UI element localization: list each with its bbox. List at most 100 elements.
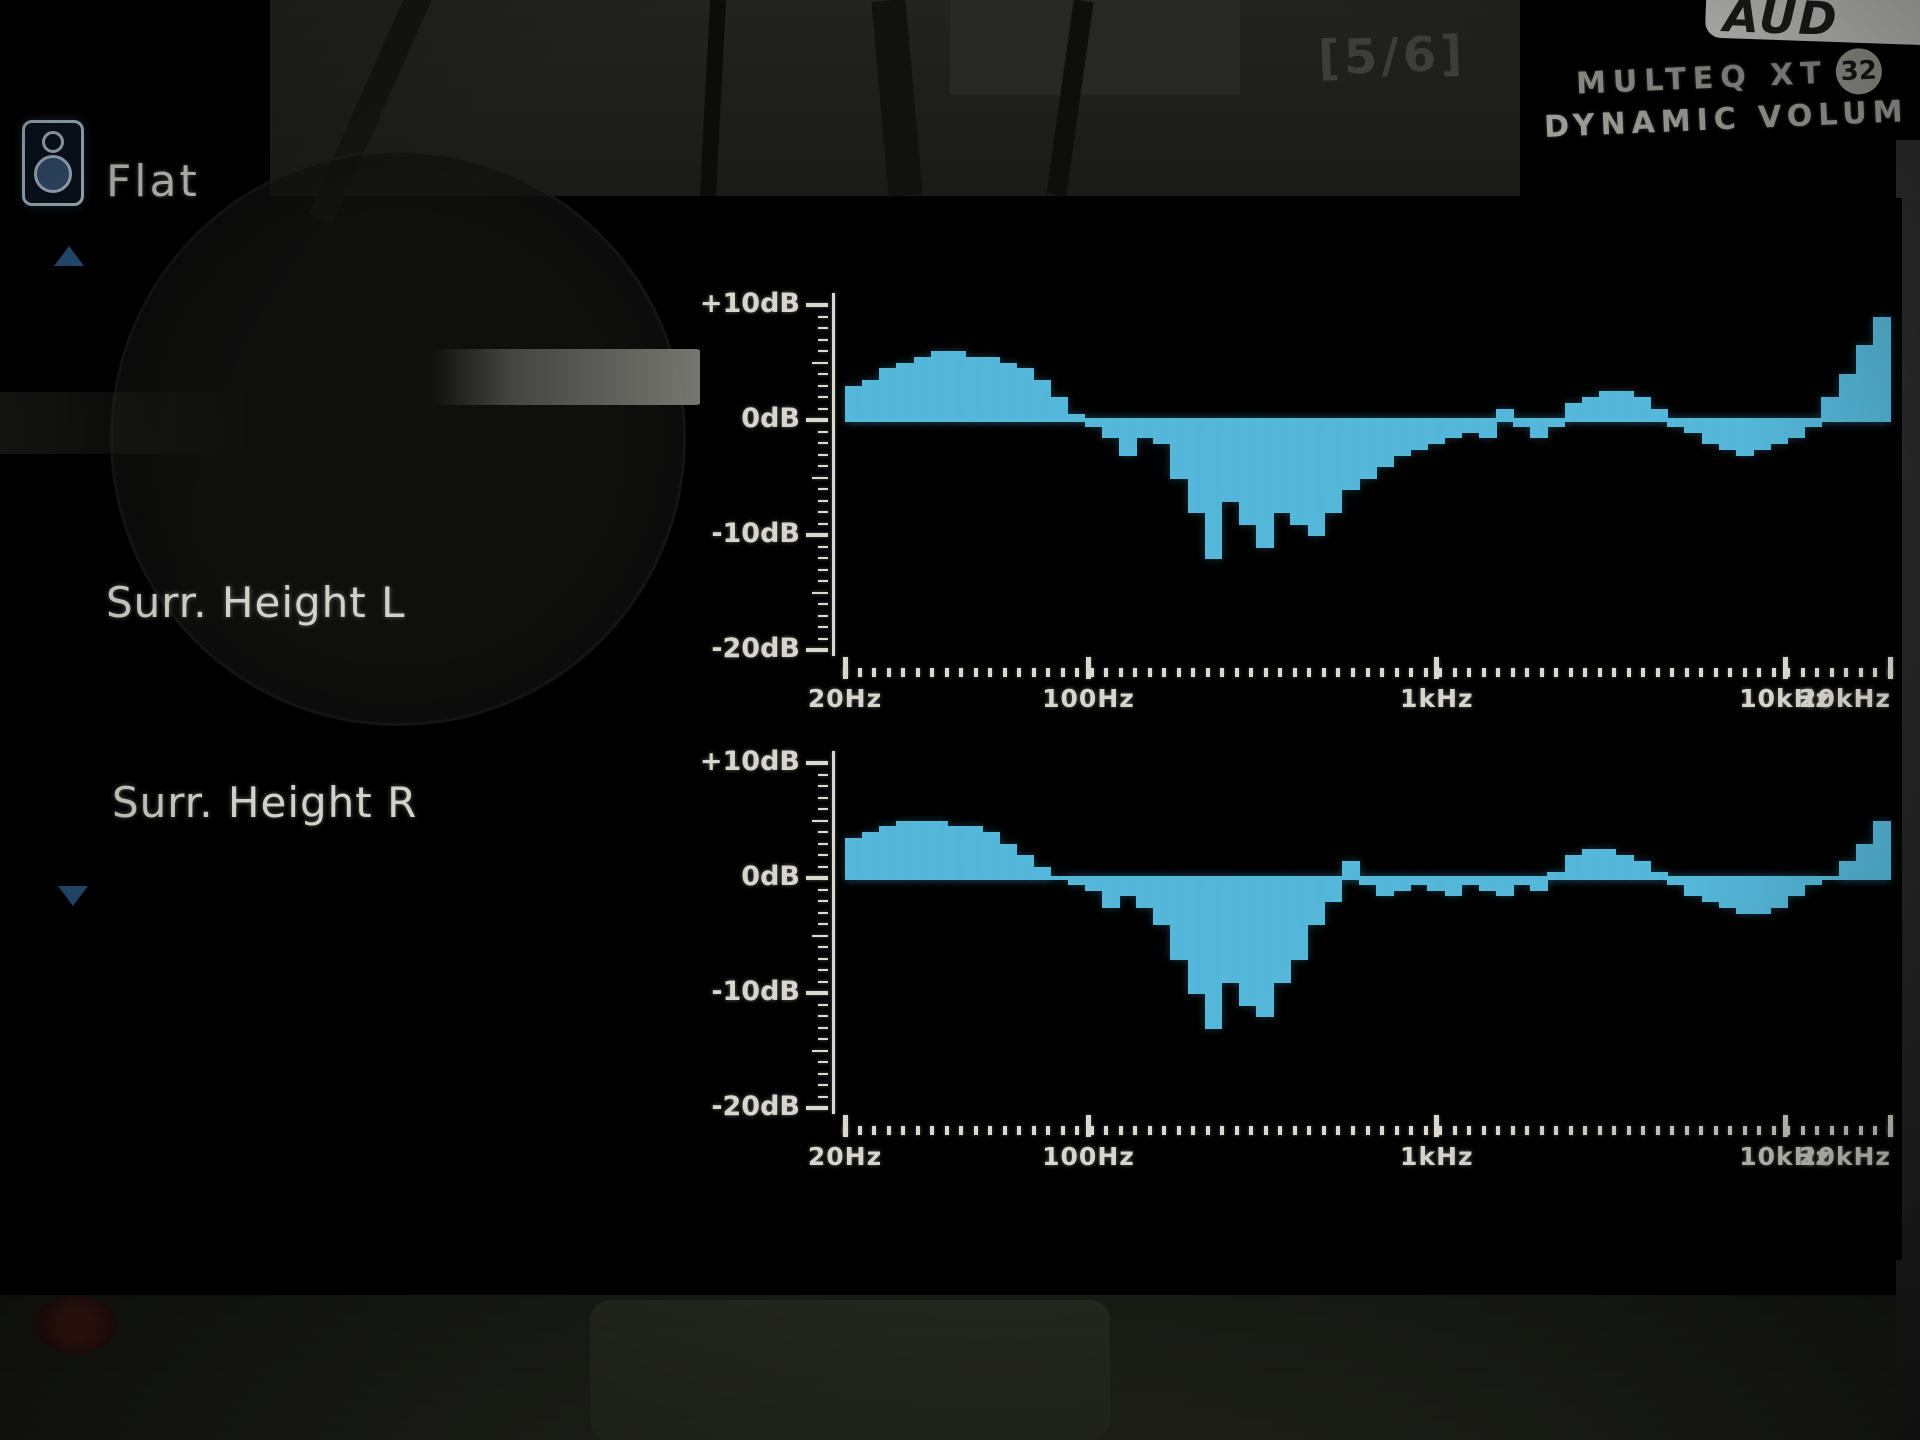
eq-curve-bar bbox=[1033, 866, 1052, 880]
y-axis-tick bbox=[818, 980, 828, 983]
x-axis-minor-tick bbox=[1176, 1126, 1181, 1135]
x-axis-minor-tick bbox=[1597, 1126, 1602, 1135]
x-axis-minor-tick bbox=[1525, 1126, 1530, 1135]
y-axis-tick bbox=[818, 842, 828, 845]
x-axis-minor-tick bbox=[1263, 1126, 1268, 1135]
eq-curve-bar bbox=[1067, 877, 1086, 885]
x-axis-minor-tick bbox=[1742, 1126, 1747, 1135]
y-axis-tick bbox=[812, 1049, 828, 1052]
eq-curve-bar bbox=[1581, 849, 1600, 880]
eq-curve-bar bbox=[896, 820, 915, 880]
y-axis-tick bbox=[818, 957, 828, 960]
eq-curve-bar bbox=[1667, 877, 1685, 885]
x-axis-minor-tick bbox=[1234, 1126, 1239, 1135]
x-axis-major-tick bbox=[842, 1115, 848, 1137]
eq-curve-bar bbox=[1410, 877, 1429, 885]
x-axis-tick-label: 20Hz bbox=[807, 1142, 883, 1171]
x-axis-minor-tick bbox=[1771, 1126, 1776, 1135]
y-axis-tick-label: 0dB bbox=[741, 861, 800, 892]
eq-curve-bar bbox=[1513, 877, 1531, 885]
x-axis-tick-label: 1kHz bbox=[1400, 1142, 1474, 1171]
x-axis-minor-tick bbox=[1031, 1126, 1036, 1135]
x-axis-minor-tick bbox=[1858, 1126, 1863, 1135]
x-axis-minor-tick bbox=[1075, 1126, 1080, 1135]
page-indicator: [5/6] bbox=[1317, 25, 1468, 87]
x-axis-tick-label: 100Hz bbox=[1042, 1142, 1135, 1171]
eq-curve-bar bbox=[1718, 877, 1737, 908]
x-axis-minor-tick bbox=[1873, 1126, 1878, 1135]
x-axis-minor-tick bbox=[1133, 1126, 1138, 1135]
x-axis-minor-tick bbox=[1104, 1126, 1109, 1135]
scroll-down-arrow-icon[interactable] bbox=[58, 886, 88, 906]
y-axis-tick bbox=[818, 1038, 828, 1040]
y-axis-tick bbox=[818, 1072, 828, 1075]
eq-preset-label[interactable]: Flat bbox=[106, 156, 200, 207]
y-axis-tick bbox=[818, 1095, 828, 1098]
y-axis-tick bbox=[818, 923, 828, 925]
x-axis-minor-tick bbox=[1147, 1126, 1152, 1135]
x-axis-minor-tick bbox=[1829, 1126, 1834, 1135]
eq-curve-bar bbox=[845, 837, 863, 880]
x-axis-minor-tick bbox=[1002, 1126, 1007, 1135]
background-light-streak bbox=[430, 349, 702, 405]
eq-curve-bar bbox=[1855, 843, 1874, 880]
x-axis-minor-tick bbox=[1539, 1126, 1544, 1135]
y-axis-tick bbox=[818, 1003, 828, 1006]
eq-curve-bar bbox=[1324, 877, 1343, 902]
x-axis-minor-tick bbox=[1162, 1126, 1167, 1135]
eq-curve-bar bbox=[930, 820, 949, 880]
background-cable bbox=[1046, 0, 1094, 197]
x-axis-major-tick bbox=[1085, 1115, 1091, 1137]
eq-curve-bar bbox=[1136, 877, 1154, 908]
x-axis-major-tick bbox=[1434, 1115, 1440, 1137]
y-axis-tick bbox=[818, 796, 828, 799]
x-axis-minor-tick bbox=[1249, 1126, 1254, 1135]
channel-label-surr-height-l: Surr. Height L bbox=[106, 578, 406, 627]
x-axis-minor-tick bbox=[1380, 1126, 1384, 1135]
eq-curve-bar bbox=[1101, 877, 1120, 908]
eq-chart-surr-height-r: +10dB 0dB -10dB -20dB 20Hz 100Hz 1kHz 10kHz 20kH… bbox=[700, 198, 1902, 1260]
x-axis-minor-tick bbox=[1336, 1126, 1341, 1135]
eq-curve-bar bbox=[1838, 860, 1857, 880]
eq-curve-bar bbox=[913, 820, 932, 880]
x-axis-minor-tick bbox=[901, 1126, 906, 1135]
eq-curve-bar bbox=[1239, 877, 1257, 1006]
x-axis-minor-tick bbox=[1670, 1126, 1675, 1135]
x-axis-minor-tick bbox=[1321, 1126, 1326, 1135]
x-axis-minor-tick bbox=[1641, 1126, 1646, 1135]
eq-curve-bar bbox=[1530, 877, 1548, 891]
scroll-up-arrow-icon[interactable] bbox=[54, 246, 84, 266]
y-axis-line bbox=[832, 751, 835, 1114]
x-axis-minor-tick bbox=[959, 1126, 964, 1135]
x-axis-minor-tick bbox=[1612, 1126, 1617, 1135]
speaker-woofer-icon bbox=[34, 155, 72, 193]
x-axis-minor-tick bbox=[988, 1126, 993, 1135]
x-axis-minor-tick bbox=[1510, 1126, 1515, 1135]
x-axis-minor-tick bbox=[1684, 1126, 1689, 1135]
eq-curve-bar bbox=[1221, 877, 1240, 983]
x-axis-minor-tick bbox=[1626, 1126, 1631, 1135]
multeq-brand-text: MULTEQ XT bbox=[1575, 55, 1829, 102]
x-axis-minor-tick bbox=[1292, 1126, 1297, 1135]
eq-curve-bar bbox=[862, 832, 880, 880]
eq-curve-bar bbox=[1187, 877, 1206, 994]
eq-curve-bar bbox=[1444, 877, 1463, 897]
channel-label-surr-height-r: Surr. Height R bbox=[112, 778, 418, 827]
background-light-streak bbox=[0, 392, 250, 454]
eq-curve-bar bbox=[1376, 877, 1394, 897]
eq-curve-bar bbox=[1084, 877, 1103, 891]
eq-curve-bar bbox=[879, 826, 897, 880]
y-axis-tick bbox=[806, 991, 828, 995]
x-axis-minor-tick bbox=[1394, 1126, 1399, 1135]
y-axis-tick-label: +10dB bbox=[699, 746, 800, 777]
y-axis-tick-label: -10dB bbox=[711, 976, 800, 1007]
x-axis-minor-tick bbox=[930, 1126, 935, 1135]
eq-curve-bar bbox=[1478, 877, 1497, 891]
x-axis-minor-tick bbox=[1757, 1126, 1762, 1135]
eq-curve-bar bbox=[1153, 877, 1172, 925]
eq-curve-bar bbox=[1701, 877, 1720, 902]
eq-curve-bar bbox=[1495, 877, 1514, 897]
x-axis-minor-tick bbox=[1568, 1126, 1573, 1135]
y-axis-tick bbox=[818, 911, 828, 914]
